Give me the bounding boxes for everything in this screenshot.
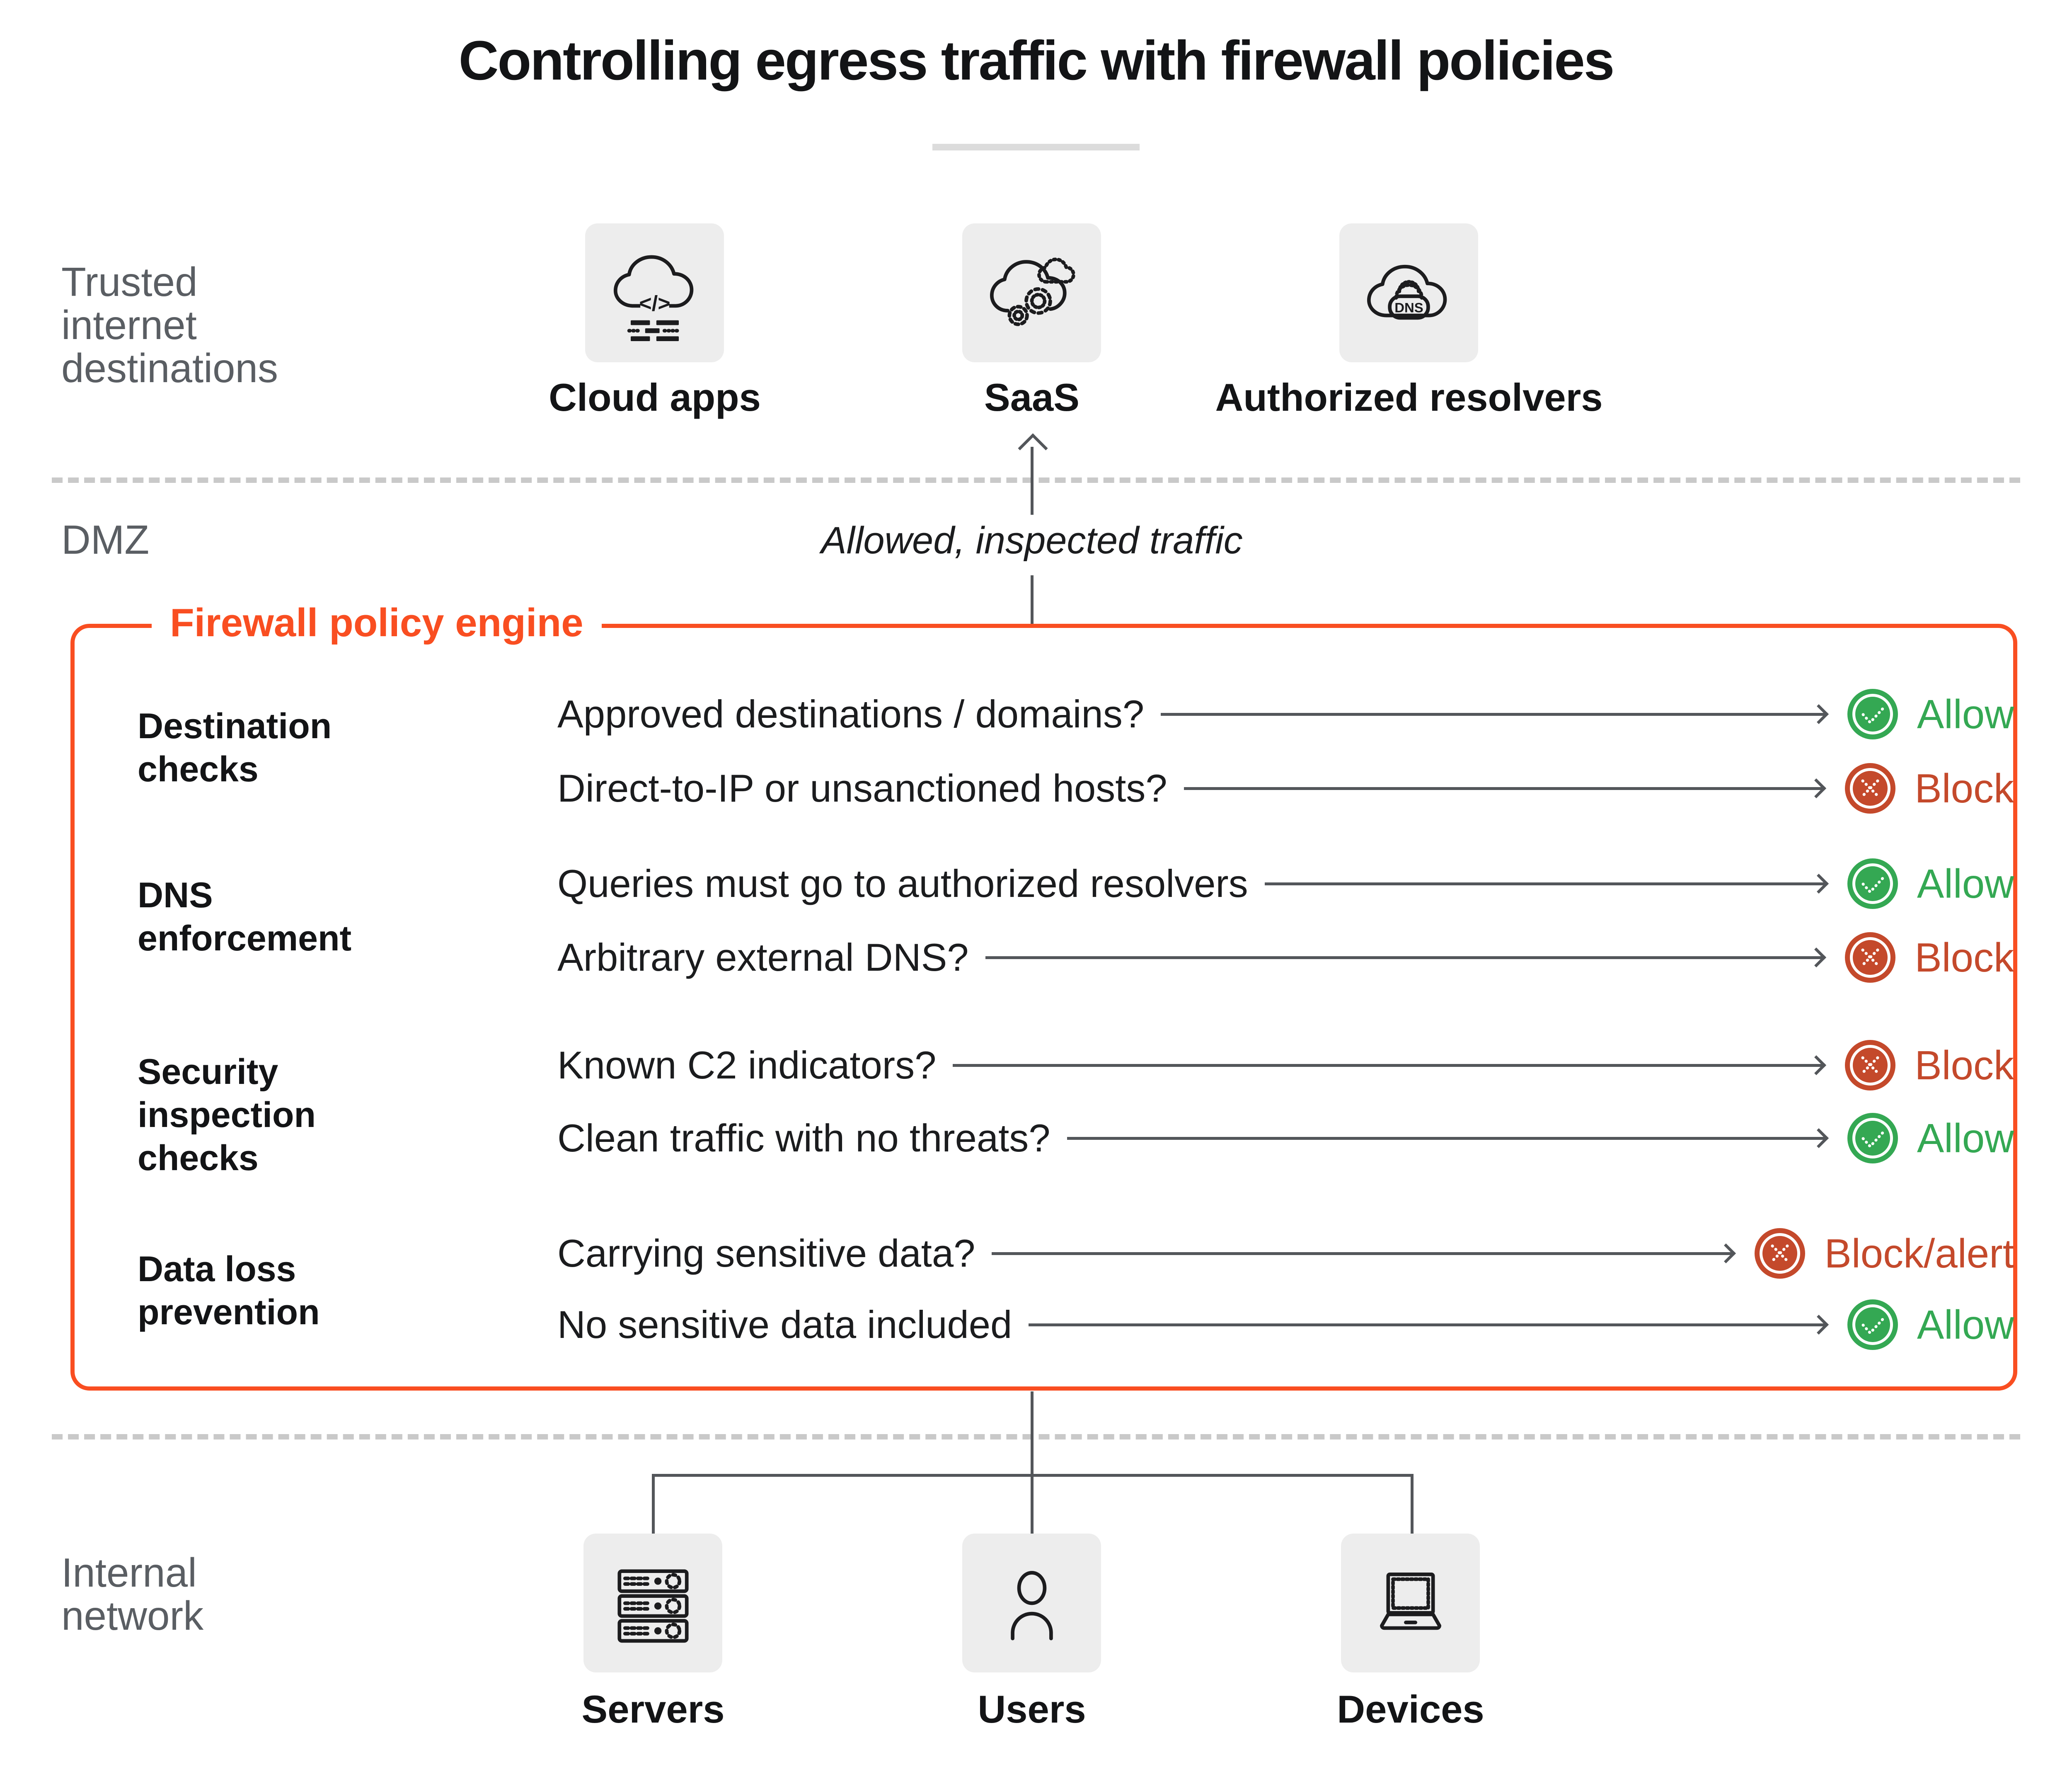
dmz-top-separator	[52, 477, 2020, 483]
zone-label-dmz: DMZ	[61, 517, 150, 562]
verdict-label: Block/alert	[1824, 1230, 2014, 1276]
right-arrow-connector	[953, 1064, 1825, 1067]
group-label-data-loss-prevention: Data loss prevention	[138, 1249, 320, 1332]
tile-label-users: Users	[978, 1687, 1086, 1731]
right-arrow-connector	[992, 1252, 1734, 1255]
policy-question: Known C2 indicators?	[557, 1043, 937, 1087]
group-label-dns-enforcement: DNS enforcement	[138, 875, 352, 958]
policy-question: No sensitive data included	[557, 1303, 1012, 1346]
x-circle-icon	[1845, 932, 1896, 983]
cloud-code-icon: </>	[613, 255, 693, 341]
tile-servers	[583, 1534, 722, 1672]
verdict-label: Allow	[1917, 691, 2014, 737]
policy-row: No sensitive data included Allow	[557, 1292, 2014, 1358]
policy-row: Carrying sensitive data? Block/alert	[557, 1220, 2014, 1287]
policy-question: Direct-to-IP or unsanctioned hosts?	[557, 766, 1167, 810]
zone-label-trusted: Trusted internet destinations	[61, 259, 278, 391]
policy-question: Clean traffic with no threats?	[557, 1116, 1051, 1160]
tile-cloud-apps: </>	[585, 223, 724, 362]
tile-users	[962, 1534, 1101, 1672]
user-icon	[1010, 1570, 1053, 1640]
right-arrow-connector	[1029, 1323, 1827, 1326]
tile-devices	[1341, 1534, 1480, 1672]
policy-question: Approved destinations / domains?	[557, 692, 1145, 736]
traffic-arrow-label: Allowed, inspected traffic	[821, 519, 1243, 562]
verdict-label: Allow	[1917, 860, 2014, 906]
check-circle-icon	[1847, 1299, 1898, 1350]
traffic-arrow-line-lower	[1031, 575, 1034, 624]
server-rack-icon	[617, 1569, 689, 1643]
tile-label-cloud-apps: Cloud apps	[549, 376, 761, 419]
policy-row: Known C2 indicators? Block	[557, 1032, 2014, 1098]
check-circle-icon	[1847, 858, 1898, 909]
policy-row: Queries must go to authorized resolvers …	[557, 851, 2014, 917]
cloud-dns-icon: DNS	[1367, 264, 1447, 320]
policy-row: Approved destinations / domains? Allow	[557, 681, 2014, 747]
tile-authorized-resolvers: DNS	[1339, 223, 1478, 362]
cloud-gears-icon	[990, 257, 1075, 326]
x-circle-icon	[1845, 1040, 1896, 1091]
verdict-label: Allow	[1917, 1115, 2014, 1161]
page-title: Controlling egress traffic with firewall…	[458, 30, 1615, 92]
zone-label-internal: Internal network	[61, 1550, 204, 1638]
right-arrow-connector	[985, 956, 1825, 959]
check-circle-icon	[1847, 689, 1898, 739]
policy-row: Arbitrary external DNS? Block	[557, 924, 2014, 991]
right-arrow-connector	[1264, 882, 1827, 885]
x-circle-icon	[1755, 1228, 1806, 1279]
tile-label-devices: Devices	[1337, 1687, 1484, 1731]
tile-label-servers: Servers	[581, 1687, 725, 1731]
title-divider	[932, 144, 1140, 150]
tree-line-horizontal	[652, 1474, 1414, 1477]
right-arrow-connector	[1184, 787, 1825, 790]
verdict-label: Block	[1915, 765, 2014, 811]
x-circle-icon	[1845, 763, 1896, 814]
verdict-label: Block	[1915, 1042, 2014, 1088]
internal-top-separator	[52, 1434, 2020, 1439]
tile-label-authorized-resolvers: Authorized resolvers	[1215, 376, 1603, 419]
group-label-destination-checks: Destination checks	[138, 706, 332, 789]
tree-line-center	[1031, 1391, 1034, 1534]
policy-row: Direct-to-IP or unsanctioned hosts? Bloc…	[557, 755, 2014, 822]
policy-question: Arbitrary external DNS?	[557, 935, 969, 979]
traffic-arrow-line-upper	[1031, 447, 1034, 515]
policy-row: Clean traffic with no threats? Allow	[557, 1105, 2014, 1171]
firewall-policy-engine-box	[70, 624, 2017, 1391]
group-label-security-inspection-checks: Security inspection checks	[138, 1052, 316, 1178]
right-arrow-connector	[1161, 712, 1827, 716]
tile-saas	[962, 223, 1101, 362]
svg-text:</>: </>	[639, 291, 670, 315]
policy-question: Queries must go to authorized resolvers	[557, 862, 1248, 905]
tree-line-right	[1411, 1474, 1414, 1534]
policy-question: Carrying sensitive data?	[557, 1231, 975, 1275]
firewall-policy-engine-label: Firewall policy engine	[152, 600, 602, 646]
tile-label-saas: SaaS	[984, 376, 1080, 419]
check-circle-icon	[1847, 1113, 1898, 1163]
right-arrow-connector	[1067, 1137, 1827, 1140]
laptop-icon	[1380, 1572, 1441, 1630]
verdict-label: Allow	[1917, 1301, 2014, 1347]
tree-line-left	[652, 1474, 655, 1534]
svg-text:DNS: DNS	[1394, 300, 1423, 315]
verdict-label: Block	[1915, 934, 2014, 980]
